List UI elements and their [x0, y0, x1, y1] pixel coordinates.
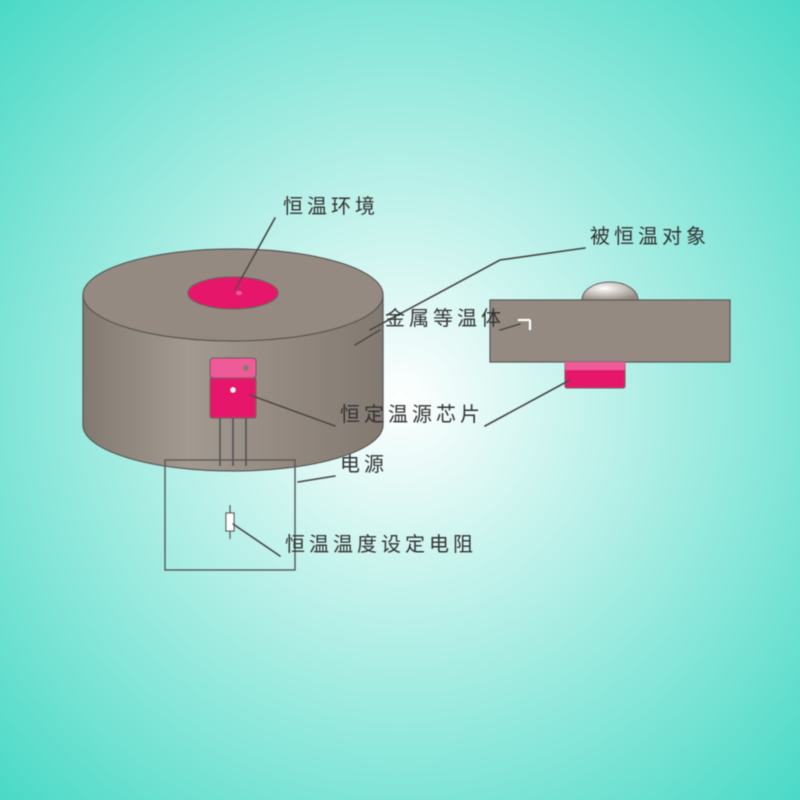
label-psu: 电源	[340, 448, 388, 477]
label-env: 恒温环境	[283, 190, 379, 219]
label-isotherm: 金属等温体	[385, 302, 505, 331]
diagram-stage: 恒温环境 金属等温体 恒定温源芯片 电源 恒温温度设定电阻 被恒温对象	[0, 0, 800, 800]
label-object: 被恒温对象	[590, 220, 710, 249]
label-pot: 恒温温度设定电阻	[285, 528, 477, 557]
label-chip: 恒定温源芯片	[340, 398, 484, 427]
